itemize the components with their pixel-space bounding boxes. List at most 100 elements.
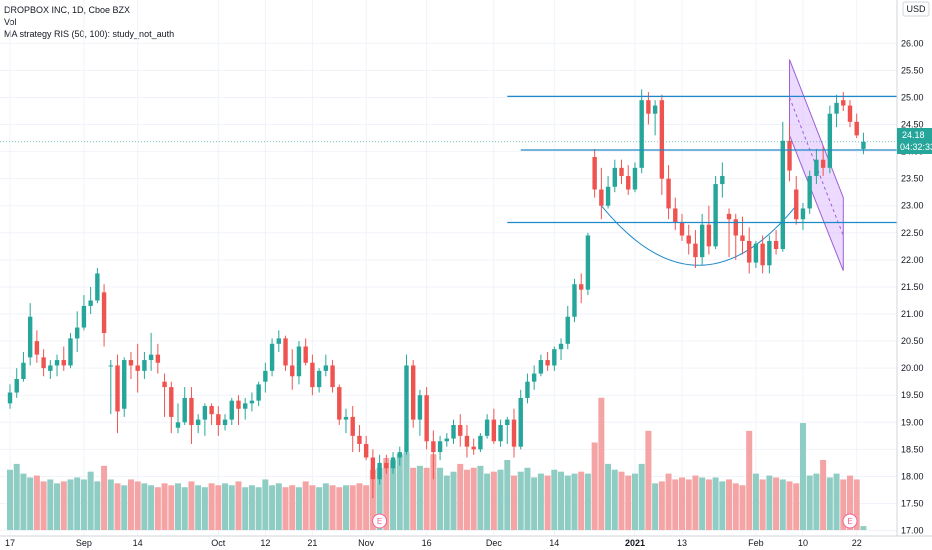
volume-bar bbox=[813, 473, 820, 530]
volume-bar bbox=[309, 485, 316, 530]
volume-bar bbox=[316, 487, 323, 530]
volume-bar bbox=[423, 467, 430, 530]
candle-body bbox=[444, 438, 449, 442]
volume-bar bbox=[773, 477, 780, 530]
x-tick-label: 21 bbox=[307, 538, 317, 548]
candle-body bbox=[585, 235, 591, 290]
candle bbox=[471, 438, 476, 455]
volume-bar bbox=[685, 479, 692, 530]
x-tick-label: 16 bbox=[422, 538, 432, 548]
cup-pattern-curve[interactable] bbox=[600, 205, 797, 266]
volume-bar bbox=[638, 463, 645, 530]
candle bbox=[659, 94, 665, 195]
volume-bar bbox=[302, 481, 309, 530]
y-tick-label: 18.00 bbox=[901, 471, 924, 481]
candle bbox=[693, 230, 698, 268]
candle bbox=[290, 349, 295, 390]
candle-body bbox=[202, 406, 208, 420]
volume-bar bbox=[477, 465, 484, 530]
volume-bar bbox=[524, 467, 531, 530]
candle-body bbox=[390, 457, 396, 469]
x-tick-label: 13 bbox=[677, 538, 687, 548]
candle bbox=[88, 286, 93, 315]
candle bbox=[68, 332, 73, 369]
candle-body bbox=[437, 441, 443, 453]
y-tick-label: 21.50 bbox=[901, 282, 924, 292]
candle bbox=[834, 94, 839, 128]
volume-bar bbox=[356, 483, 363, 530]
earnings-marker[interactable]: E bbox=[372, 513, 388, 529]
volume-bar bbox=[551, 469, 558, 530]
volume-bar bbox=[652, 483, 659, 530]
horizontal-levels[interactable] bbox=[0, 95, 897, 224]
candle-body bbox=[330, 365, 335, 388]
candle bbox=[229, 397, 234, 426]
volume-bar bbox=[786, 481, 793, 530]
time-axis[interactable]: 17 Sep 14 Oct 12 21 Nov 16 Dec 14 2021 13 Feb 10 22 bbox=[0, 535, 932, 550]
volume-bar bbox=[799, 423, 806, 530]
candle bbox=[484, 414, 490, 439]
earnings-marker[interactable]: E bbox=[842, 513, 858, 529]
candle-body bbox=[229, 400, 234, 420]
candle bbox=[27, 303, 33, 366]
candle bbox=[451, 419, 456, 444]
volume-bar bbox=[611, 469, 618, 530]
candle-body bbox=[807, 175, 812, 209]
candle bbox=[48, 360, 53, 379]
candle bbox=[61, 346, 66, 371]
volume-bar bbox=[161, 483, 168, 530]
price-axis[interactable]: 17.00 17.50 18.00 18.50 19.00 19.50 20.00 20.50… bbox=[896, 0, 932, 536]
candle-body bbox=[128, 360, 134, 366]
candle-body bbox=[619, 167, 624, 176]
candle bbox=[787, 124, 792, 182]
volume-bar bbox=[759, 479, 766, 530]
candle-body bbox=[545, 360, 550, 366]
candle-body bbox=[88, 300, 93, 306]
candle-body bbox=[794, 189, 799, 220]
candle bbox=[256, 381, 261, 407]
candle-body bbox=[518, 397, 523, 447]
candle bbox=[854, 113, 859, 139]
x-tick-label: 14 bbox=[549, 538, 559, 548]
candle bbox=[169, 381, 174, 434]
candle-body bbox=[720, 175, 725, 185]
candle-body bbox=[296, 346, 302, 377]
volume-bar bbox=[188, 481, 195, 530]
volume-bar bbox=[443, 475, 450, 530]
currency-selector[interactable] bbox=[902, 1, 930, 17]
candle-body bbox=[693, 243, 698, 258]
candle bbox=[175, 403, 181, 434]
candle-body bbox=[189, 397, 194, 426]
candle bbox=[498, 419, 503, 447]
candle-body bbox=[169, 387, 174, 417]
candle bbox=[599, 167, 604, 220]
volume-bar bbox=[531, 477, 538, 530]
volume-bar bbox=[430, 454, 437, 530]
candle-body bbox=[162, 381, 167, 388]
candle-body bbox=[54, 360, 60, 366]
volume-bar bbox=[60, 481, 67, 530]
volume-bar bbox=[497, 469, 504, 530]
candle-body bbox=[175, 422, 181, 428]
candle-body bbox=[148, 354, 154, 361]
y-tick-label: 26.00 bbox=[901, 38, 924, 48]
candle bbox=[108, 360, 113, 415]
candle bbox=[619, 159, 624, 185]
candle bbox=[162, 373, 167, 417]
candle-body bbox=[195, 419, 201, 426]
candle-body bbox=[34, 341, 40, 355]
candle-body bbox=[726, 213, 732, 220]
candle-body bbox=[424, 395, 429, 442]
candle bbox=[337, 384, 342, 426]
candle-body bbox=[599, 189, 604, 206]
volume-bar bbox=[175, 483, 181, 530]
x-tick-label: 17 bbox=[5, 538, 15, 548]
candle bbox=[565, 305, 570, 350]
volume-bar bbox=[222, 483, 229, 530]
candle bbox=[397, 446, 402, 466]
candle-body bbox=[626, 175, 631, 190]
candle-body bbox=[222, 419, 228, 426]
volume-bar bbox=[618, 471, 625, 530]
